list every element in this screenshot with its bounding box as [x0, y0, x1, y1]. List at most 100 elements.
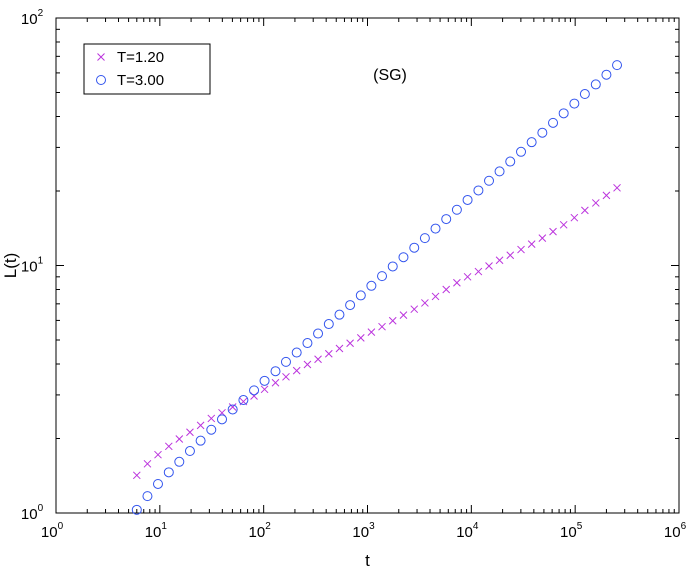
data-point-cross [559, 220, 568, 229]
data-point-circle [206, 424, 217, 435]
data-point-cross [474, 267, 483, 276]
data-point-circle [355, 290, 366, 301]
data-point-circle [558, 108, 569, 119]
data-point-cross [303, 360, 312, 369]
data-point-cross [613, 183, 621, 192]
data-point-circle [409, 242, 420, 253]
plot-frame [55, 17, 680, 514]
data-point-cross [186, 428, 194, 437]
data-point-cross [549, 227, 557, 236]
data-point-circle [387, 261, 398, 272]
data-point-circle [174, 456, 185, 467]
data-point-cross [292, 366, 301, 375]
data-point-circle [430, 223, 441, 234]
data-point-cross [495, 256, 504, 265]
data-point-circle [590, 79, 601, 90]
data-point-circle [441, 214, 452, 225]
data-point-circle [484, 175, 495, 186]
data-point-circle [217, 414, 228, 425]
data-point-cross [378, 322, 386, 331]
data-point-circle [451, 204, 462, 215]
data-point-circle [462, 194, 473, 205]
data-point-cross [335, 344, 344, 353]
panel-annotation: (SG) [373, 67, 407, 84]
data-point-circle [494, 166, 505, 177]
data-point-cross [228, 403, 237, 411]
data-point-cross [346, 339, 354, 348]
data-point-cross [154, 450, 162, 459]
data-point-cross [591, 199, 600, 207]
data-point-cross [570, 213, 579, 222]
data-point-circle [612, 60, 623, 71]
data-point-circle [184, 446, 195, 457]
data-point-circle [302, 338, 313, 349]
legend-marker [97, 53, 105, 61]
data-point-circle [270, 366, 281, 377]
data-point-circle [238, 395, 249, 406]
data-point-cross [282, 372, 290, 381]
data-point-circle [505, 156, 516, 167]
series-2 [131, 60, 623, 515]
data-point-cross [207, 414, 216, 423]
data-point-cross [527, 240, 536, 248]
legend-marker [96, 75, 106, 85]
legend: T=1.20 T=3.00 [83, 43, 211, 95]
data-point-circle [334, 309, 345, 320]
data-point-circle [195, 435, 206, 446]
data-point-circle [313, 328, 324, 339]
data-point-cross [388, 316, 397, 325]
x-tick-label: 105 [560, 521, 583, 541]
data-point-cross [463, 272, 472, 281]
data-point-cross [421, 299, 429, 307]
data-point-circle [280, 356, 291, 367]
data-point-cross [506, 251, 515, 260]
data-point-cross [410, 305, 419, 314]
data-point-cross [164, 442, 173, 451]
data-point-cross [260, 385, 269, 394]
legend-label: T=1.20 [117, 49, 164, 66]
data-point-cross [271, 378, 280, 387]
data-point-cross [485, 262, 493, 270]
data-point-cross [132, 471, 141, 480]
data-point-cross [143, 459, 152, 468]
data-point-circle [345, 300, 356, 311]
x-tick-label: 102 [249, 521, 272, 541]
data-point-circle [377, 271, 388, 282]
data-point-cross [538, 234, 547, 242]
data-point-circle [152, 478, 163, 489]
x-tick-label: 103 [352, 521, 375, 541]
data-point-cross [250, 392, 258, 400]
x-tick-label: 104 [456, 521, 479, 541]
data-point-circle [548, 117, 559, 128]
y-tick-labels: 100 101 102 [21, 8, 44, 523]
data-point-cross [399, 311, 408, 320]
data-point-circle [473, 185, 484, 196]
data-point-circle [601, 69, 612, 80]
series-1 [132, 183, 621, 480]
data-point-cross [196, 421, 205, 430]
data-point-circle [291, 347, 302, 358]
y-tick-label: 101 [21, 256, 44, 276]
y-tick-label: 100 [21, 503, 44, 523]
axis-ticks [55, 17, 680, 514]
data-point-cross [431, 292, 440, 301]
data-point-circle [259, 375, 270, 386]
data-point-cross [175, 435, 184, 443]
x-tick-label: 106 [664, 521, 687, 541]
data-point-circle [398, 252, 409, 263]
data-point-cross [602, 191, 611, 200]
data-point-cross [314, 355, 322, 364]
data-point-circle [131, 504, 142, 515]
data-point-cross [442, 285, 451, 294]
data-point-circle [227, 404, 238, 415]
x-axis-label: t [365, 551, 370, 570]
data-point-cross [581, 206, 589, 215]
x-tick-labels: 100 101 102 103 104 105 106 [41, 521, 687, 541]
data-point-cross [356, 334, 365, 342]
data-point-cross [324, 349, 333, 358]
data-point-circle [516, 146, 527, 157]
data-point-circle [537, 127, 548, 138]
data-point-circle [526, 137, 537, 148]
y-tick-label: 102 [21, 8, 44, 28]
